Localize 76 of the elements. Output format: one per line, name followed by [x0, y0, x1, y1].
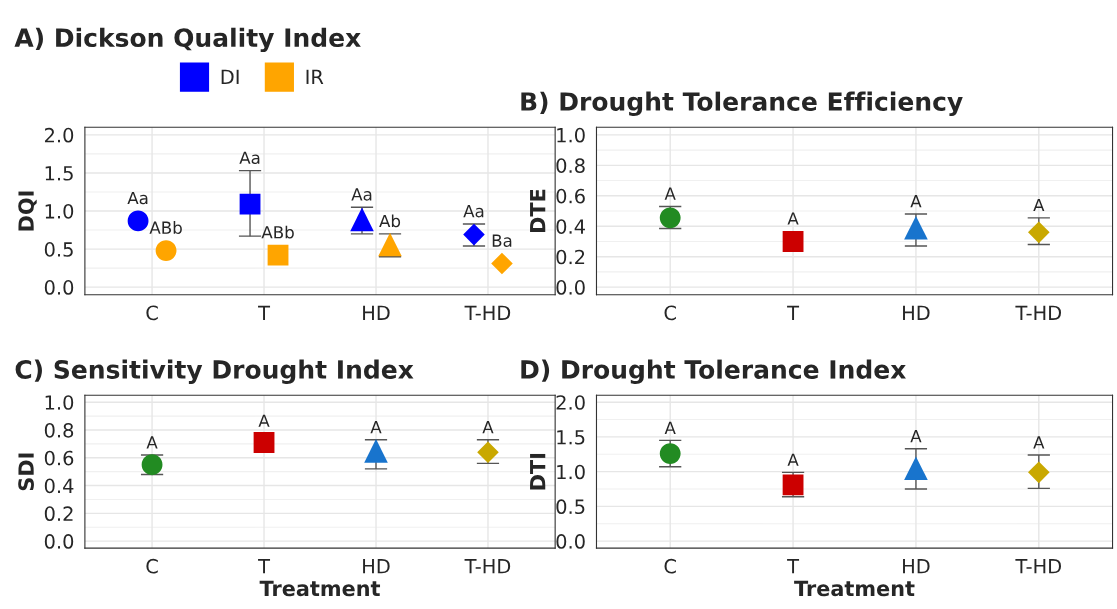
- data-label: A: [664, 187, 676, 200]
- y-axis-title: DTI: [530, 453, 546, 490]
- chart-title: B) Drought Tolerance Efficiency: [521, 91, 963, 117]
- x-axis-title: Treatment: [259, 580, 381, 597]
- x-tick-label: HD: [903, 305, 930, 320]
- y-tick-label: 0.0: [556, 280, 585, 295]
- y-tick-label: 0.5: [44, 242, 73, 257]
- data-label: A: [482, 421, 494, 434]
- data-label: A: [910, 430, 922, 443]
- data-label: A: [1033, 198, 1045, 212]
- x-tick-label: T: [787, 305, 800, 320]
- data-label: A: [146, 436, 158, 449]
- data-label: A: [258, 414, 270, 427]
- data-label: ABb: [149, 221, 182, 234]
- data-label: Aa: [463, 204, 484, 218]
- y-tick-label: 0.6: [556, 188, 585, 204]
- y-tick-label: 0.2: [556, 249, 585, 265]
- point: [904, 215, 928, 240]
- y-axis-title: DTE: [530, 189, 546, 232]
- y-tick-label: 0.8: [556, 158, 585, 174]
- y-tick-label: 0.6: [44, 450, 74, 466]
- y-tick-label: 1.0: [45, 203, 74, 219]
- y-axis-title: DQI: [18, 191, 37, 231]
- x-tick-label: HD: [363, 559, 390, 574]
- data-label: Aa: [239, 151, 260, 165]
- point: [1028, 461, 1050, 484]
- x-tick-label: T-HD: [464, 305, 511, 320]
- chart-title: A) Dickson Quality Index: [14, 27, 361, 53]
- y-tick-label: 0.0: [44, 534, 74, 549]
- point: [782, 231, 804, 252]
- x-axis-title: Treatment: [794, 580, 915, 597]
- y-tick-label: 1.0: [557, 127, 585, 143]
- x-tick-label: T-HD: [464, 559, 511, 574]
- x-tick-label: HD: [363, 305, 390, 320]
- y-tick-label: 1.0: [45, 395, 74, 410]
- legend-label: IR: [306, 69, 324, 84]
- y-tick-label: 1.5: [45, 166, 73, 181]
- data-label: Ab: [379, 214, 401, 228]
- y-tick-label: 1.5: [557, 430, 585, 445]
- point: [904, 456, 928, 480]
- y-tick-label: 0.8: [44, 422, 74, 438]
- data-label: Aa: [127, 191, 148, 205]
- x-tick-label: C: [664, 305, 676, 321]
- data-label: Aa: [351, 188, 372, 201]
- y-tick-label: 2.0: [44, 127, 74, 143]
- data-label: A: [370, 421, 382, 434]
- x-tick-label: T-HD: [1015, 305, 1062, 320]
- legend-label: DI: [221, 69, 239, 84]
- y-tick-label: 0.2: [44, 506, 73, 522]
- y-tick-label: 0.5: [556, 499, 585, 515]
- x-tick-label: C: [664, 558, 676, 574]
- data-label: A: [1033, 436, 1045, 449]
- y-tick-label: 0.4: [556, 219, 585, 234]
- y-axis-title: SDI: [18, 453, 34, 491]
- point: [253, 432, 275, 453]
- y-tick-label: 1.0: [557, 464, 585, 480]
- y-tick-label: 2.0: [556, 395, 585, 410]
- data-label: A: [787, 212, 799, 225]
- y-tick-label: 0.0: [556, 534, 585, 549]
- data-label: A: [910, 195, 922, 208]
- data-label: A: [787, 453, 799, 466]
- x-tick-label: HD: [903, 559, 930, 574]
- chart-title: C) Sensitivity Drought Index: [15, 359, 414, 384]
- x-tick-label: C: [146, 558, 158, 574]
- y-tick-label: 0.4: [44, 478, 74, 494]
- data-label: A: [664, 421, 676, 434]
- x-tick-label: T-HD: [1015, 559, 1062, 574]
- y-tick-label: 0.0: [44, 280, 74, 295]
- x-tick-label: T: [258, 559, 271, 574]
- x-tick-label: C: [146, 305, 158, 321]
- chart-title: D) Drought Tolerance Index: [521, 359, 906, 384]
- data-label: Ba: [492, 234, 512, 247]
- x-tick-label: T: [258, 305, 271, 320]
- data-label: ABb: [261, 225, 294, 239]
- point: [364, 439, 388, 463]
- x-tick-label: T: [787, 559, 800, 574]
